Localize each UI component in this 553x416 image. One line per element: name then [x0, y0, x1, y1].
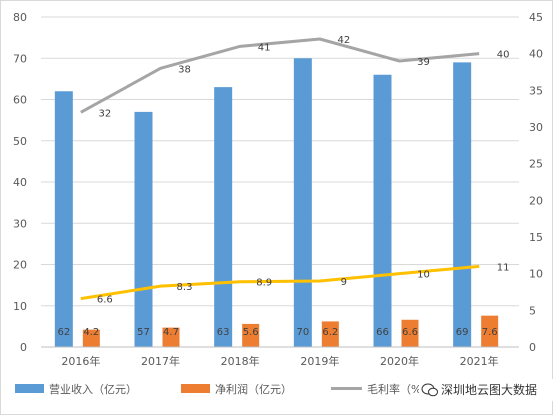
net-margin-data-label: 6.6 [97, 295, 113, 306]
net-profit-bar [401, 319, 419, 347]
revenue-bar [134, 111, 153, 347]
left-y-tick-label: 20 [13, 259, 27, 272]
revenue-data-label: 66 [376, 327, 389, 338]
net-margin-line [80, 264, 480, 301]
left-y-tick-label: 10 [13, 300, 27, 313]
x-tick-label: 2021年 [460, 354, 499, 368]
net-profit-bar [321, 321, 339, 347]
net-margin-data-label: 10 [417, 270, 430, 281]
right-y-tick-label: 0 [529, 341, 536, 354]
gross-margin-data-label: 41 [258, 42, 271, 53]
gross-margin-line [80, 37, 480, 114]
left-y-tick-label: 70 [13, 52, 27, 65]
left-y-tick-label: 40 [13, 176, 27, 189]
legend-label-net-profit: 净利润（亿元） [215, 382, 292, 396]
net-profit-bar [481, 315, 499, 347]
x-tick-label: 2020年 [380, 354, 419, 368]
left-y-tick-label: 80 [13, 11, 27, 24]
net-profit-bar [162, 327, 180, 347]
left-y-tick-label: 0 [20, 341, 27, 354]
legend-swatch-revenue [15, 384, 44, 393]
x-tick-label: 2016年 [61, 354, 100, 368]
watermark-background [419, 379, 553, 401]
net-profit-data-label: 5.6 [243, 327, 259, 338]
net-profit-data-label: 6.2 [322, 327, 338, 338]
revenue-bar [373, 74, 392, 347]
bars: 62 57 63 70 66 69 4.2 4.7 5.6 6.2 6.6 7.6 [54, 58, 499, 347]
legend: 营业收入（亿元） 净利润（亿元） 毛利率（%） 净 [15, 382, 488, 396]
x-tick-label: 2018年 [221, 354, 260, 368]
net-margin-data-label: 9 [341, 277, 347, 288]
right-y-tick-label: 25 [529, 158, 543, 171]
left-y-tick-label: 50 [13, 135, 27, 148]
revenue-data-label: 62 [57, 327, 70, 338]
net-profit-bar [82, 329, 100, 347]
right-y-tick-label: 30 [529, 121, 543, 134]
net-margin-data-label: 8.3 [177, 282, 193, 293]
net-margin-data-label: 8.9 [256, 278, 272, 289]
left-y-tick-label: 30 [13, 217, 27, 230]
revenue-data-label: 57 [137, 327, 150, 338]
net-profit-data-label: 4.2 [83, 327, 99, 338]
gross-margin-data-label: 32 [98, 108, 111, 119]
x-axis: 2016年 2017年 2018年 2019年 2020年 2021年 [41, 346, 519, 368]
revenue-data-label: 69 [456, 327, 469, 338]
gridlines [41, 16, 519, 348]
legend-label-revenue: 营业收入（亿元） [49, 382, 137, 396]
gross-margin-data-label: 38 [178, 64, 191, 75]
gross-margin-data-label: 39 [417, 57, 430, 68]
revenue-data-label: 70 [296, 327, 309, 338]
revenue-bar [54, 91, 73, 347]
x-tick-label: 2017年 [141, 354, 180, 368]
net-margin-data-label: 11 [497, 262, 510, 273]
net-profit-bar [242, 323, 260, 347]
lines: 32 38 41 42 39 40 6.6 8.3 8.9 9 10 11 [80, 35, 510, 306]
revenue-bar [453, 62, 472, 347]
right-y-tick-label: 45 [529, 11, 543, 24]
watermark-text: 深圳地云图大数据 [441, 382, 537, 397]
left-y-axis: 0 10 20 30 40 50 60 70 80 [13, 11, 27, 354]
right-y-tick-label: 20 [529, 194, 543, 207]
right-y-tick-label: 35 [529, 84, 543, 97]
x-tick-label: 2019年 [300, 354, 339, 368]
left-y-tick-label: 60 [13, 94, 27, 107]
right-y-tick-label: 40 [529, 48, 543, 61]
legend-label-gross-margin: 毛利率（%） [367, 382, 432, 396]
right-y-tick-label: 15 [529, 231, 543, 244]
net-profit-data-label: 7.6 [482, 327, 498, 338]
legend-swatch-net-profit [181, 384, 210, 393]
wechat-icon [421, 383, 438, 397]
right-y-axis: 0 5 10 15 20 25 30 35 40 45 [529, 11, 543, 354]
revenue-bar [214, 87, 233, 347]
gross-margin-data-label: 42 [337, 35, 350, 46]
revenue-bar [293, 58, 312, 347]
right-y-tick-label: 10 [529, 268, 543, 281]
net-profit-data-label: 4.7 [163, 327, 179, 338]
revenue-data-label: 63 [217, 327, 230, 338]
net-profit-data-label: 6.6 [402, 327, 418, 338]
right-y-tick-label: 5 [529, 304, 536, 317]
gross-margin-data-label: 40 [497, 50, 510, 61]
watermark: 深圳地云图大数据 [419, 379, 553, 401]
